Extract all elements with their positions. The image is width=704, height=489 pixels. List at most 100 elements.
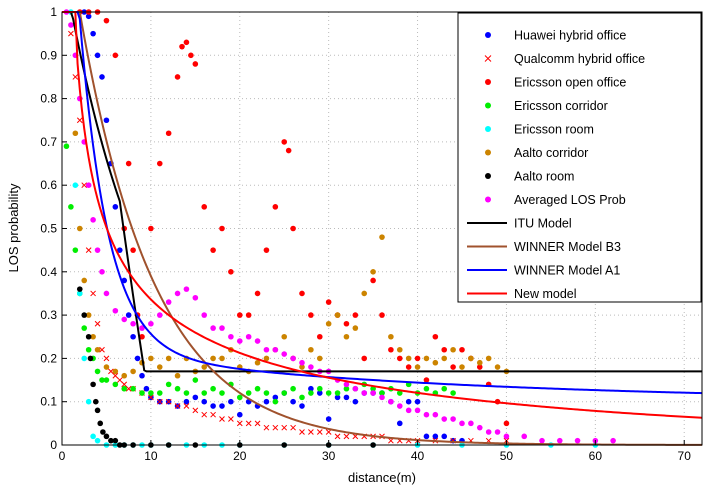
data-point — [316, 385, 323, 392]
data-point — [272, 424, 279, 431]
legend-item: Huawei hybrid office — [485, 29, 626, 43]
data-point — [103, 17, 110, 24]
data-point — [441, 346, 448, 353]
data-point — [228, 269, 234, 275]
legend-item: Qualcomm hybrid office — [484, 52, 645, 66]
data-point — [130, 385, 136, 392]
data-point — [325, 416, 332, 422]
data-point — [179, 43, 185, 50]
data-point — [174, 403, 181, 409]
data-point — [334, 312, 341, 318]
x-tick-label: 0 — [59, 449, 66, 463]
data-point — [308, 385, 314, 392]
data-point — [125, 385, 132, 392]
data-point — [316, 429, 323, 435]
data-point — [263, 398, 270, 405]
data-point — [85, 346, 92, 353]
legend-box — [457, 12, 702, 303]
data-point — [316, 390, 323, 396]
data-point — [219, 403, 225, 409]
data-point — [165, 381, 172, 388]
data-point — [210, 411, 216, 418]
data-point — [94, 407, 101, 414]
data-point — [405, 407, 412, 414]
legend-marker-swatch — [485, 196, 491, 203]
data-point — [610, 437, 616, 444]
data-point — [352, 398, 359, 405]
data-point — [503, 420, 510, 427]
data-point — [228, 333, 234, 340]
data-point — [188, 52, 194, 59]
data-point — [432, 333, 439, 340]
data-point — [432, 411, 439, 418]
data-point — [236, 411, 243, 418]
data-point — [370, 390, 376, 396]
data-point — [92, 398, 99, 405]
data-point — [308, 390, 314, 396]
data-point — [148, 355, 154, 362]
legend-marker-swatch — [484, 55, 492, 62]
data-point — [192, 407, 199, 414]
data-point — [450, 364, 456, 370]
data-point — [210, 247, 216, 253]
data-point — [352, 325, 359, 331]
data-point — [90, 333, 96, 340]
axis-ticks: 0 10 20 30 40 50 60 70 0 0.1 0.2 0.3 0.4 0.5 0.6 0.7 0.8… — [40, 5, 691, 463]
data-point — [316, 355, 323, 362]
data-point — [156, 312, 163, 318]
data-point — [148, 390, 154, 396]
data-point — [299, 429, 305, 435]
data-point — [254, 420, 261, 427]
data-point — [281, 333, 288, 340]
data-point — [94, 437, 101, 444]
data-point — [210, 355, 216, 362]
data-point — [121, 316, 128, 323]
data-point — [370, 277, 376, 284]
data-point — [108, 368, 114, 375]
data-point — [299, 394, 305, 401]
data-point — [405, 364, 412, 370]
data-point — [85, 182, 92, 188]
data-point — [361, 290, 368, 297]
data-point — [254, 338, 261, 344]
data-point — [370, 269, 376, 275]
legend-label: WINNER Model A1 — [514, 264, 620, 278]
data-point — [94, 346, 101, 353]
data-point — [72, 182, 79, 188]
data-point — [112, 368, 119, 375]
data-point — [94, 247, 101, 253]
data-point — [112, 372, 119, 379]
data-point — [432, 433, 439, 440]
series-ericsson-open-office — [76, 9, 510, 427]
data-point — [414, 355, 421, 362]
data-point — [308, 312, 314, 318]
data-point — [325, 320, 332, 327]
data-point — [228, 416, 234, 422]
data-point — [352, 385, 359, 392]
y-tick-label: 0.5 — [40, 222, 57, 236]
data-point — [76, 290, 83, 297]
data-point — [285, 147, 292, 154]
data-point — [174, 385, 181, 392]
data-point — [72, 130, 79, 137]
data-point — [396, 420, 403, 427]
data-point — [81, 182, 88, 189]
data-point — [308, 364, 314, 370]
data-point — [379, 394, 385, 401]
data-point — [174, 74, 181, 80]
legend-label: WINNER Model B3 — [514, 240, 621, 254]
data-point — [476, 424, 483, 431]
legend-label: Ericsson room — [514, 123, 594, 137]
data-point — [494, 429, 501, 435]
data-point — [85, 247, 92, 254]
legend-marker-swatch — [485, 173, 491, 179]
data-point — [423, 377, 430, 383]
data-point — [156, 364, 163, 370]
data-point — [272, 398, 279, 405]
data-point — [94, 320, 101, 327]
data-point — [139, 372, 145, 379]
data-point — [81, 325, 88, 331]
data-point — [139, 325, 145, 331]
legend-marker-swatch — [485, 126, 491, 132]
data-point — [112, 381, 119, 388]
